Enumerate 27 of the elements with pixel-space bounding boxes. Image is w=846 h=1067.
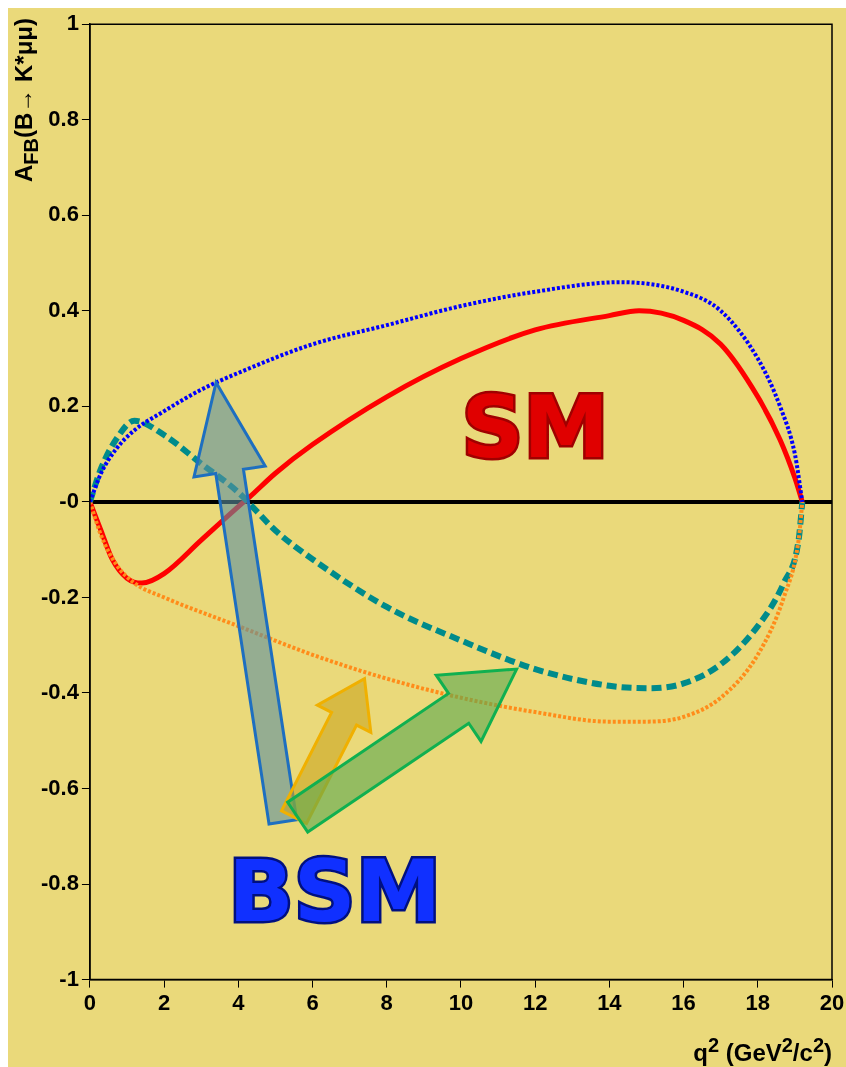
y-tick-label: -1 bbox=[59, 965, 79, 991]
x-tick-label: 0 bbox=[83, 989, 97, 1015]
x-axis-title: q$^{2}$ (GeV$^{2}$/c$^{2}$) bbox=[693, 1034, 832, 1067]
x-tick-label: 6 bbox=[306, 989, 319, 1015]
y-tick-label: -0.2 bbox=[40, 583, 79, 609]
y-tick-label: 0.2 bbox=[48, 392, 79, 418]
x-tick-label: 2 bbox=[157, 989, 171, 1015]
x-tick-label: 16 bbox=[671, 989, 696, 1015]
x-tick-label: 4 bbox=[232, 989, 246, 1015]
y-tick-label: 0.8 bbox=[48, 105, 79, 131]
y-tick-label: -0.6 bbox=[40, 774, 79, 800]
line-series bbox=[89, 280, 805, 504]
y-tick-label: -0.8 bbox=[40, 870, 79, 896]
annotation: SM bbox=[461, 377, 609, 478]
line-series bbox=[89, 499, 805, 724]
annotation: BSM bbox=[228, 840, 442, 941]
y-tick-label: -0.4 bbox=[40, 679, 80, 705]
x-tick-label: 20 bbox=[819, 989, 845, 1015]
y-tick-label: 0.4 bbox=[48, 296, 80, 322]
y-tick-label: -0 bbox=[59, 487, 79, 513]
x-tick-label: 12 bbox=[522, 989, 548, 1015]
y-tick-label: 0.6 bbox=[48, 201, 79, 227]
x-tick-label: 14 bbox=[597, 989, 623, 1015]
x-tick-label: 10 bbox=[448, 989, 474, 1015]
x-tick-label: 8 bbox=[380, 989, 393, 1015]
y-tick-label: 1 bbox=[66, 10, 79, 36]
x-tick-label: 18 bbox=[745, 989, 771, 1015]
